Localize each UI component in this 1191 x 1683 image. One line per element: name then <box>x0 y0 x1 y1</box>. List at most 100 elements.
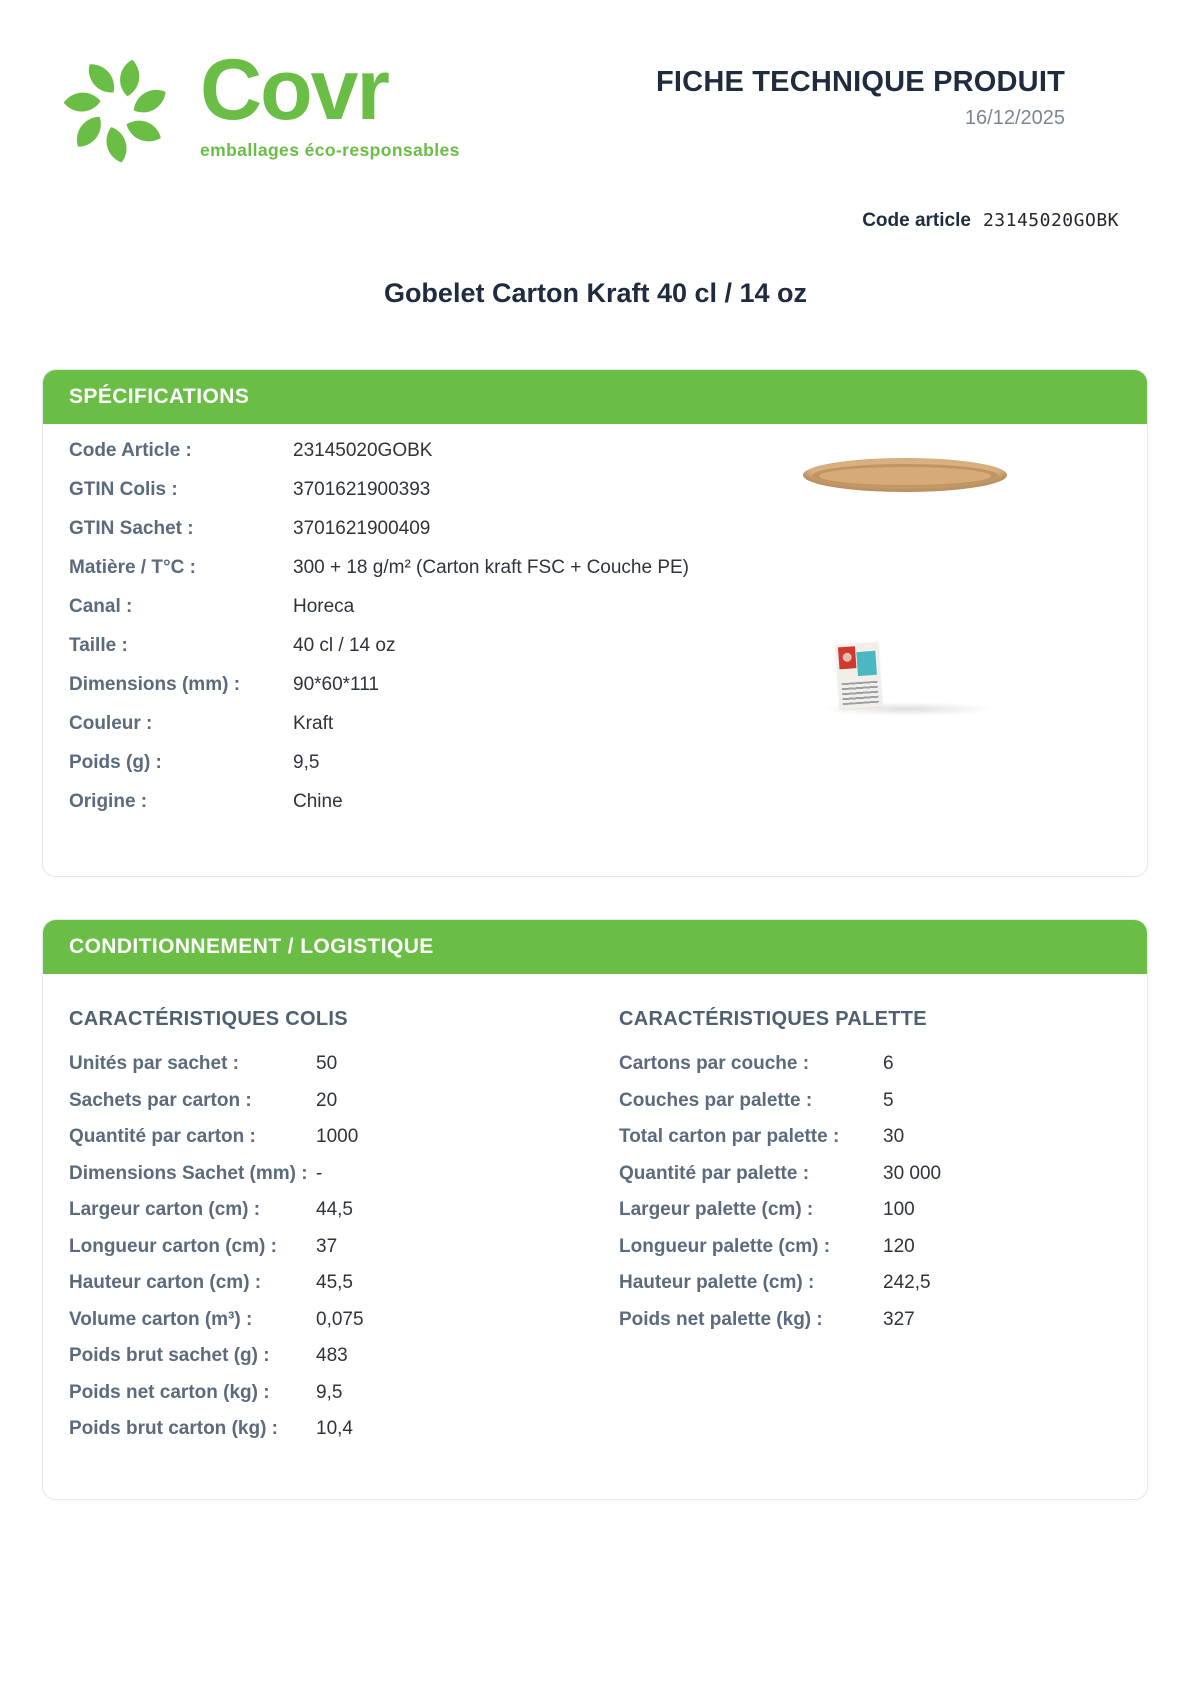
spec-value: Horeca <box>293 596 355 617</box>
colis-column-title: CARACTÉRISTIQUES COLIS <box>69 1008 348 1030</box>
header-right: FICHE TECHNIQUE PRODUIT 16/12/2025 <box>656 44 1065 130</box>
spec-value: 300 + 18 g/m² (Carton kraft FSC + Couche… <box>293 557 690 578</box>
palette-label: Total carton par palette : <box>619 1126 840 1147</box>
colis-label: Poids brut carton (kg) : <box>69 1418 278 1439</box>
colis-row: Volume carton (m³) : 0,075 <box>69 1309 573 1346</box>
covr-logo: Covr emballages éco-responsables <box>50 44 460 176</box>
colis-row: Poids brut sachet (g) : 483 <box>69 1345 573 1382</box>
document-date: 16/12/2025 <box>964 107 1065 129</box>
palette-row: Cartons par couche : 6 <box>619 1053 1121 1090</box>
spec-rows: Code Article : 23145020GOBK GTIN Colis :… <box>69 440 729 830</box>
kraft-cup-image <box>803 458 1007 716</box>
palette-row: Poids net palette (kg) : 327 <box>619 1309 1121 1346</box>
colis-row: Poids net carton (kg) : 9,5 <box>69 1382 573 1419</box>
cup-label-sticker <box>835 642 883 710</box>
colis-row: Sachets par carton : 20 <box>69 1090 573 1127</box>
specifications-section-title: SPÉCIFICATIONS <box>69 385 250 408</box>
spec-row: Origine : Chine <box>69 791 729 830</box>
spec-value: Chine <box>293 791 343 812</box>
code-article-label: Code article <box>862 210 971 231</box>
palette-value: 120 <box>883 1235 915 1257</box>
logistics-card: CONDITIONNEMENT / LOGISTIQUE CARACTÉRIST… <box>42 919 1148 1500</box>
spec-label: GTIN Colis : <box>69 479 178 500</box>
brand-name: Covr <box>200 42 390 138</box>
palette-row: Longueur palette (cm) : 120 <box>619 1236 1121 1273</box>
spec-label: Couleur : <box>69 713 153 734</box>
spec-value: 23145020GOBK <box>293 440 433 461</box>
specifications-card: SPÉCIFICATIONS Code Article : 23145020GO… <box>42 369 1148 877</box>
logistics-section-title: CONDITIONNEMENT / LOGISTIQUE <box>69 935 434 958</box>
colis-label: Poids net carton (kg) : <box>69 1381 270 1403</box>
palette-label: Hauteur palette (cm) : <box>619 1272 815 1293</box>
colis-value: 0,075 <box>316 1308 364 1330</box>
spec-row: Couleur : Kraft <box>69 713 729 752</box>
colis-row: Unités par sachet : 50 <box>69 1053 573 1090</box>
spec-row: GTIN Colis : 3701621900393 <box>69 479 729 518</box>
colis-label: Volume carton (m³) : <box>69 1308 253 1330</box>
palette-row: Total carton par palette : 30 <box>619 1126 1121 1163</box>
colis-value: 37 <box>316 1235 338 1257</box>
leaf-wreath-icon <box>63 59 166 163</box>
palette-value: 100 <box>883 1199 915 1220</box>
palette-label: Poids net palette (kg) : <box>619 1308 823 1330</box>
colis-rows: Unités par sachet : 50 Sachets par carto… <box>69 1053 573 1455</box>
spec-value: 40 cl / 14 oz <box>293 635 396 656</box>
colis-row: Quantité par carton : 1000 <box>69 1126 573 1163</box>
palette-value: 5 <box>883 1089 894 1111</box>
colis-label: Sachets par carton : <box>69 1089 252 1111</box>
spec-row: Poids (g) : 9,5 <box>69 752 729 791</box>
spec-label: GTIN Sachet : <box>69 518 194 539</box>
spec-label: Dimensions (mm) : <box>69 674 241 695</box>
colis-label: Poids brut sachet (g) : <box>69 1345 270 1366</box>
code-article-line: Code article 23145020GOBK <box>0 210 1191 232</box>
spec-row: Matière / T°C : 300 + 18 g/m² (Carton kr… <box>69 557 729 596</box>
palette-row: Couches par palette : 5 <box>619 1090 1121 1127</box>
colis-value: 44,5 <box>316 1199 353 1220</box>
colis-label: Dimensions Sachet (mm) : <box>69 1162 308 1184</box>
sticker-red-mark <box>837 646 857 670</box>
page-header: Covr emballages éco-responsables FICHE T… <box>0 0 1191 176</box>
palette-label: Couches par palette : <box>619 1089 813 1111</box>
palette-label: Largeur palette (cm) : <box>619 1199 814 1220</box>
logistics-section-header: CONDITIONNEMENT / LOGISTIQUE <box>43 920 1147 974</box>
spec-value: 90*60*111 <box>293 674 379 695</box>
document-title: FICHE TECHNIQUE PRODUIT <box>656 66 1065 98</box>
logistics-body: CARACTÉRISTIQUES COLIS Unités par sachet… <box>43 974 1147 1499</box>
palette-value: 6 <box>883 1053 894 1074</box>
spec-label: Poids (g) : <box>69 752 162 773</box>
palette-value: 242,5 <box>883 1272 931 1293</box>
colis-value: 483 <box>316 1345 348 1366</box>
colis-label: Largeur carton (cm) : <box>69 1199 261 1220</box>
spec-value: Kraft <box>293 713 334 734</box>
colis-value: 9,5 <box>316 1381 343 1403</box>
palette-label: Quantité par palette : <box>619 1162 810 1184</box>
product-title: Gobelet Carton Kraft 40 cl / 14 oz <box>383 278 808 308</box>
colis-value: 1000 <box>316 1126 359 1147</box>
palette-label: Longueur palette (cm) : <box>619 1235 831 1257</box>
spec-row: Dimensions (mm) : 90*60*111 <box>69 674 729 713</box>
colis-value: 50 <box>316 1053 338 1074</box>
colis-label: Hauteur carton (cm) : <box>69 1272 262 1293</box>
palette-row: Largeur palette (cm) : 100 <box>619 1199 1121 1236</box>
spec-row: GTIN Sachet : 3701621900409 <box>69 518 729 557</box>
spec-value: 3701621900393 <box>293 479 431 500</box>
colis-value: 20 <box>316 1089 338 1111</box>
sticker-text-lines <box>841 680 879 706</box>
spec-value: 9,5 <box>293 752 320 773</box>
colis-row: Hauteur carton (cm) : 45,5 <box>69 1272 573 1309</box>
spec-label: Matière / T°C : <box>69 557 196 578</box>
cup-rim <box>803 458 1007 492</box>
palette-value: 327 <box>883 1308 915 1330</box>
colis-label: Unités par sachet : <box>69 1053 239 1074</box>
spec-label: Canal : <box>69 596 133 617</box>
palette-row: Hauteur palette (cm) : 242,5 <box>619 1272 1121 1309</box>
palette-column: CARACTÉRISTIQUES PALETTE Cartons par cou… <box>619 996 1121 1455</box>
palette-row: Quantité par palette : 30 000 <box>619 1163 1121 1200</box>
specifications-body: Code Article : 23145020GOBK GTIN Colis :… <box>43 424 1147 876</box>
colis-value: 10,4 <box>316 1418 353 1439</box>
code-article-value: 23145020GOBK <box>982 210 1119 231</box>
colis-column: CARACTÉRISTIQUES COLIS Unités par sachet… <box>69 996 573 1455</box>
spec-row: Canal : Horeca <box>69 596 729 635</box>
palette-column-title: CARACTÉRISTIQUES PALETTE <box>619 1008 927 1030</box>
colis-label: Quantité par carton : <box>69 1126 256 1147</box>
